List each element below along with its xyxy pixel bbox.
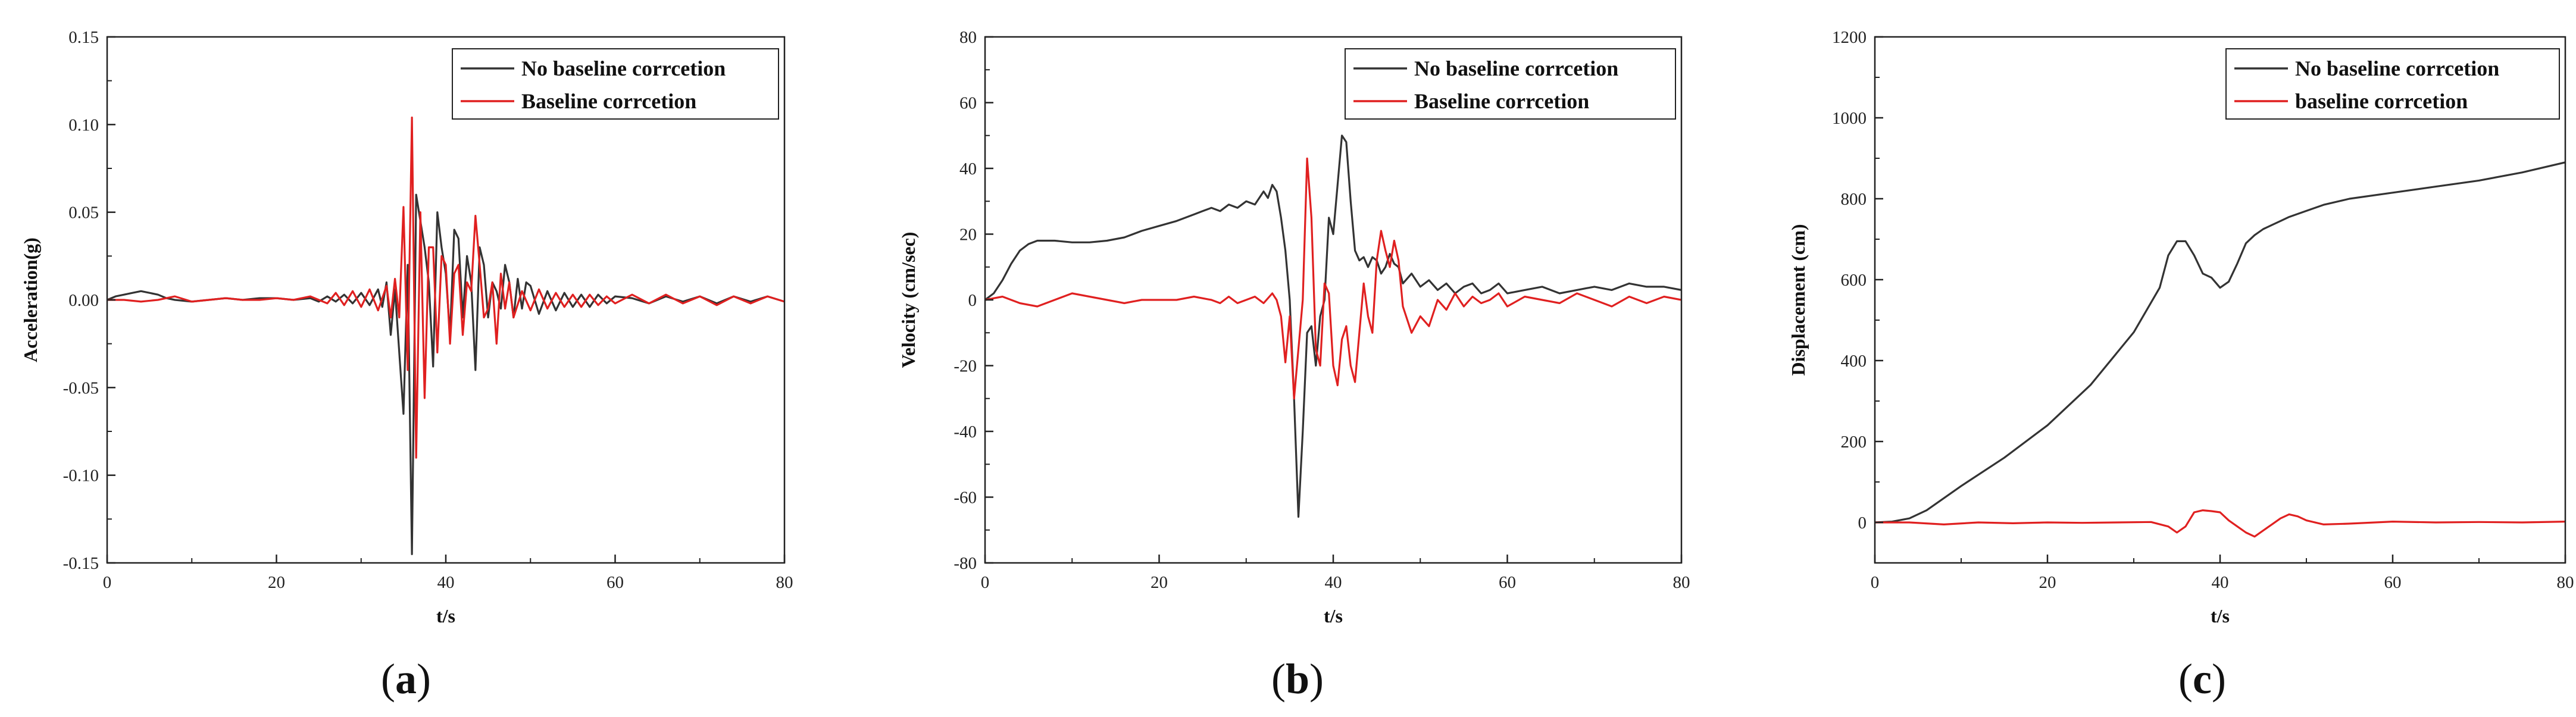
- legend-label: Baseline corrcetion: [1414, 89, 1589, 113]
- y-tick-label: -20: [954, 357, 977, 376]
- x-tick-label: 40: [2212, 573, 2229, 592]
- legend: No baseline corrcetion Baseline corrcetio…: [452, 48, 779, 120]
- series-group: [107, 116, 784, 555]
- legend-box: [452, 48, 779, 120]
- panel-a: 0 20 40 60 80 -0.15 -0.10 -0.05 0.00 0.05 0.10 0.15…: [20, 28, 793, 703]
- x-tick-label: 60: [2384, 573, 2402, 592]
- y-tick-label: 1200: [1832, 28, 1867, 47]
- y-axis-title: Displacement (cm): [1787, 224, 1809, 375]
- series-group: [1875, 161, 2565, 538]
- series-group: [985, 134, 1681, 518]
- y-tick-label: 40: [959, 159, 977, 179]
- panel-b: 0 20 40 60 80 -80 -60 -40 -20 0 20 40 60 80 t/s Velocit…: [898, 28, 1690, 703]
- y-tick-label: -80: [954, 554, 977, 573]
- x-tick-label: 80: [1673, 573, 1690, 592]
- legend-box: [1345, 48, 1676, 120]
- legend: No baseline corrcetion Baseline corrcetio…: [1345, 48, 1676, 120]
- y-tick-label: -60: [954, 489, 977, 508]
- y-tick-label: 0.15: [68, 28, 99, 47]
- y-tick-label: -0.05: [63, 378, 99, 397]
- x-tick-label: 60: [607, 573, 624, 592]
- y-tick-label: 0.05: [68, 203, 99, 223]
- legend-label: baseline corrcetion: [2295, 89, 2468, 113]
- y-tick-label: 200: [1841, 433, 1867, 452]
- panel-label: (b): [1271, 655, 1324, 703]
- panel-c: 0 20 40 60 80020040060080010001200t/sDisplac…: [1787, 28, 2574, 703]
- x-tick-label: 20: [1151, 573, 1168, 592]
- x-tick-label: 80: [776, 573, 793, 592]
- series-line-uncorrected: [1875, 161, 2565, 524]
- x-tick-label: 40: [437, 573, 455, 592]
- y-tick-label: 1000: [1832, 109, 1867, 128]
- x-tick-label: 0: [1871, 573, 1880, 592]
- y-tick-label: 0: [968, 291, 977, 310]
- x-axis-title: t/s: [1324, 605, 1343, 627]
- x-tick-label: 60: [1499, 573, 1516, 592]
- x-tick-label: 20: [268, 573, 285, 592]
- series-line-corrected: [985, 157, 1681, 400]
- legend-label: No baseline corrcetion: [2295, 57, 2499, 80]
- y-tick-label: -40: [954, 422, 977, 442]
- legend: No baseline corrcetion baseline corrcetio…: [2225, 48, 2560, 120]
- y-tick-label: 0: [1858, 514, 1867, 533]
- series-line-uncorrected: [985, 134, 1681, 518]
- x-axis-title: t/s: [2211, 605, 2230, 627]
- y-axis-title: Acceleration(g): [20, 237, 41, 362]
- x-axis-title: t/s: [436, 605, 455, 627]
- y-tick-label: 80: [959, 28, 977, 47]
- y-tick-label: 0.10: [68, 115, 99, 134]
- x-tick-label: 40: [1325, 573, 1342, 592]
- legend-label: No baseline corrcetion: [521, 57, 726, 80]
- y-axis-title: Velocity (cm/sec): [898, 232, 919, 368]
- y-tick-label: 0.00: [68, 291, 99, 310]
- legend-label: No baseline corrcetion: [1414, 57, 1618, 80]
- x-tick-label: 0: [103, 573, 112, 592]
- y-tick-label: 800: [1841, 190, 1867, 209]
- y-tick-label: 400: [1841, 352, 1867, 371]
- series-line-corrected: [107, 116, 784, 459]
- y-tick-label: 600: [1841, 271, 1867, 290]
- panel-label: (c): [2178, 655, 2226, 703]
- y-tick-label: 20: [959, 226, 977, 245]
- panel-label: (a): [381, 655, 431, 703]
- legend-label: Baseline corrcetion: [521, 89, 696, 113]
- y-tick-label: 60: [959, 94, 977, 113]
- series-line-uncorrected: [107, 193, 784, 555]
- y-tick-label: -0.10: [63, 466, 99, 486]
- series-line-corrected: [1875, 509, 2565, 538]
- x-tick-label: 80: [2557, 573, 2574, 592]
- y-tick-label: -0.15: [63, 554, 99, 573]
- x-tick-label: 20: [2039, 573, 2056, 592]
- x-tick-label: 0: [981, 573, 990, 592]
- legend-box: [2225, 48, 2560, 120]
